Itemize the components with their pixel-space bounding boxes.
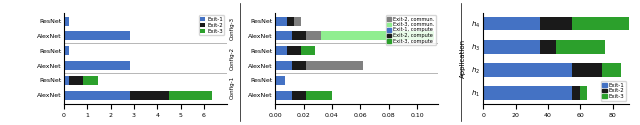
Bar: [483, 63, 572, 76]
X-axis label: Accuracy [%]: Accuracy [%]: [533, 124, 579, 125]
Bar: [64, 76, 68, 85]
Bar: [68, 76, 83, 85]
Bar: [540, 40, 556, 54]
Bar: [483, 86, 572, 100]
Text: Config-1: Config-1: [229, 76, 234, 99]
Bar: [287, 46, 301, 55]
Bar: [275, 91, 292, 100]
Y-axis label: Application: Application: [460, 38, 465, 78]
Bar: [275, 17, 287, 26]
Bar: [307, 61, 363, 70]
Bar: [321, 32, 434, 40]
Bar: [64, 32, 131, 40]
X-axis label: Inference latency [ms]: Inference latency [ms]: [106, 124, 185, 125]
Bar: [301, 46, 315, 55]
Bar: [483, 17, 540, 30]
Bar: [580, 86, 587, 100]
X-axis label: Energy consumption [J]: Energy consumption [J]: [316, 124, 397, 125]
Bar: [64, 17, 68, 26]
Bar: [292, 32, 307, 40]
Bar: [483, 40, 540, 54]
Bar: [83, 76, 98, 85]
Bar: [294, 17, 301, 26]
Bar: [307, 32, 321, 40]
Text: Config-3: Config-3: [229, 17, 234, 40]
Bar: [572, 86, 580, 100]
Bar: [131, 91, 169, 100]
Bar: [275, 76, 285, 85]
Legend: Exit-2, commun., Exit-3, commun., Exit-1, compute, Exit-2, compute, Exit-3, comp: Exit-2, commun., Exit-3, commun., Exit-1…: [386, 15, 436, 45]
Bar: [64, 61, 131, 70]
Bar: [292, 61, 307, 70]
Bar: [307, 91, 332, 100]
Text: Config-2: Config-2: [229, 46, 234, 70]
Bar: [572, 63, 602, 76]
Bar: [556, 40, 605, 54]
Bar: [602, 63, 621, 76]
Bar: [275, 46, 287, 55]
Legend: Exit-1, Exit-2, Exit-3: Exit-1, Exit-2, Exit-3: [198, 15, 225, 35]
Bar: [169, 91, 212, 100]
Bar: [64, 91, 131, 100]
Bar: [572, 17, 629, 30]
Bar: [540, 17, 572, 30]
Bar: [287, 17, 294, 26]
Legend: Exit-1, Exit-2, Exit-3: Exit-1, Exit-2, Exit-3: [600, 81, 627, 101]
Bar: [275, 32, 292, 40]
Bar: [292, 91, 307, 100]
Bar: [275, 61, 292, 70]
Bar: [64, 46, 68, 55]
